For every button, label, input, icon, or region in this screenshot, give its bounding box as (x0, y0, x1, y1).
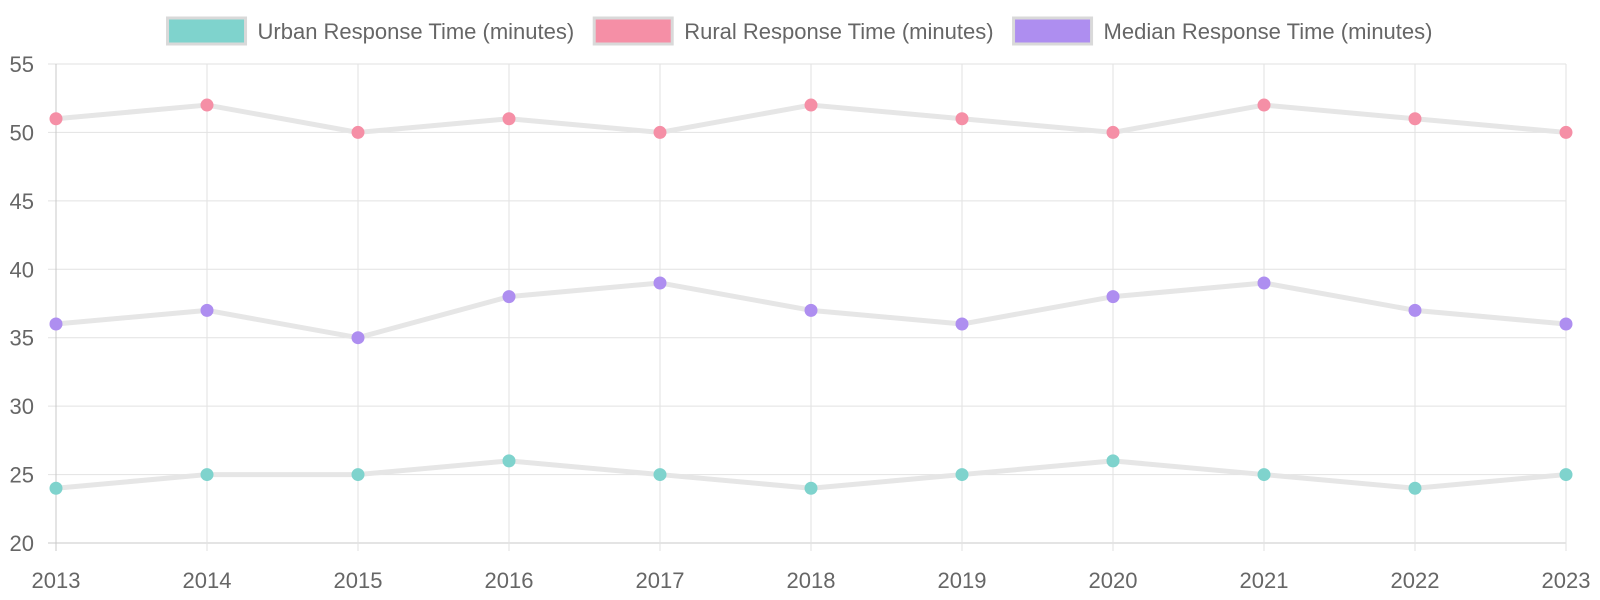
data-point[interactable] (955, 317, 969, 331)
data-point[interactable] (502, 454, 516, 468)
x-tick-label: 2013 (32, 568, 81, 593)
legend-item[interactable]: Urban Response Time (minutes) (166, 16, 575, 46)
x-tick-label: 2023 (1542, 568, 1591, 593)
legend-item[interactable]: Rural Response Time (minutes) (592, 16, 994, 46)
x-tick-label: 2015 (334, 568, 383, 593)
x-tick-label: 2016 (485, 568, 534, 593)
data-point[interactable] (804, 303, 818, 317)
x-tick-label: 2020 (1089, 568, 1138, 593)
data-point[interactable] (1106, 290, 1120, 304)
legend-label: Urban Response Time (minutes) (258, 19, 575, 44)
axes: 20 25 30 35 40 45 50 55 2013 2014 2015 2016 2017 2018… (10, 52, 1591, 593)
data-point[interactable] (1559, 125, 1573, 139)
data-point[interactable] (804, 98, 818, 112)
data-point[interactable] (653, 468, 667, 482)
data-point[interactable] (1559, 317, 1573, 331)
x-tick-label: 2021 (1240, 568, 1289, 593)
data-point[interactable] (1257, 468, 1271, 482)
data-point[interactable] (351, 331, 365, 345)
x-tick-label: 2022 (1391, 568, 1440, 593)
data-point[interactable] (502, 290, 516, 304)
y-tick-label: 20 (10, 531, 34, 556)
data-point[interactable] (955, 468, 969, 482)
data-point[interactable] (351, 468, 365, 482)
data-point[interactable] (1106, 454, 1120, 468)
y-tick-label: 25 (10, 463, 34, 488)
y-tick-label: 40 (10, 257, 34, 282)
x-tick-label: 2017 (636, 568, 685, 593)
data-point[interactable] (200, 468, 214, 482)
data-point[interactable] (49, 481, 63, 495)
data-point[interactable] (1408, 303, 1422, 317)
data-point[interactable] (804, 481, 818, 495)
data-point[interactable] (653, 276, 667, 290)
data-point[interactable] (200, 303, 214, 317)
x-tick-label: 2019 (938, 568, 987, 593)
data-point[interactable] (1408, 112, 1422, 126)
data-point[interactable] (1257, 98, 1271, 112)
data-point[interactable] (1408, 481, 1422, 495)
data-point[interactable] (49, 112, 63, 126)
legend-item[interactable]: Median Response Time (minutes) (1012, 16, 1433, 46)
data-point[interactable] (351, 125, 365, 139)
y-tick-label: 45 (10, 189, 34, 214)
data-point[interactable] (49, 317, 63, 331)
x-tick-label: 2014 (183, 568, 232, 593)
y-tick-label: 30 (10, 394, 34, 419)
data-point[interactable] (200, 98, 214, 112)
y-tick-label: 35 (10, 326, 34, 351)
legend-label: Median Response Time (minutes) (1104, 19, 1433, 44)
legend-swatch (1012, 16, 1094, 46)
series-points (49, 98, 1573, 495)
data-point[interactable] (1257, 276, 1271, 290)
legend: Urban Response Time (minutes) Rural Respo… (166, 16, 1433, 46)
x-tick-label: 2018 (787, 568, 836, 593)
data-point[interactable] (502, 112, 516, 126)
y-tick-label: 55 (10, 52, 34, 77)
data-point[interactable] (955, 112, 969, 126)
data-point[interactable] (1559, 468, 1573, 482)
data-point[interactable] (1106, 125, 1120, 139)
y-tick-label: 50 (10, 120, 34, 145)
data-point[interactable] (653, 125, 667, 139)
legend-label: Rural Response Time (minutes) (684, 19, 993, 44)
legend-swatch (166, 16, 248, 46)
legend-swatch (592, 16, 674, 46)
